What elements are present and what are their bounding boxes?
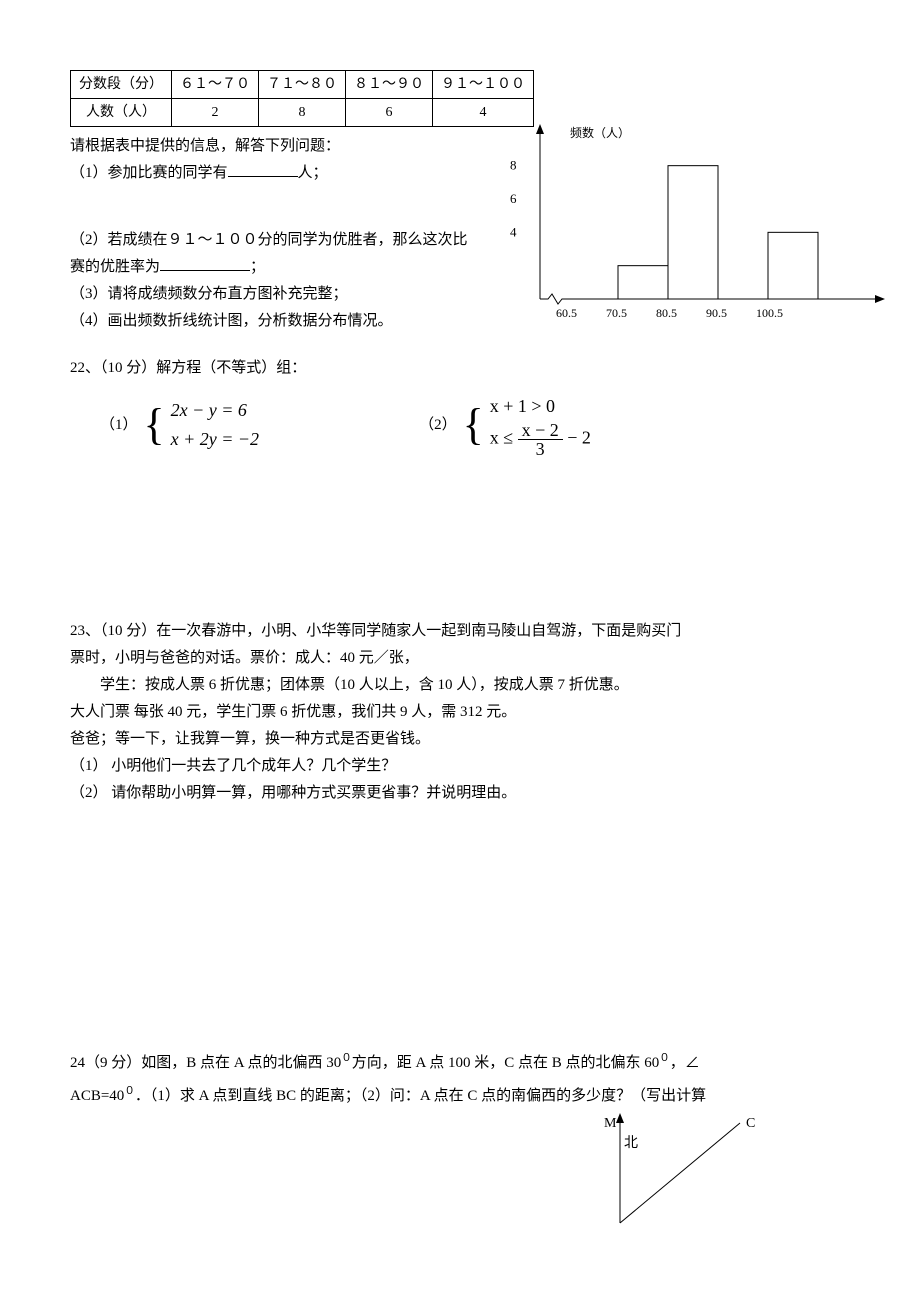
q23-l2: 票时，小明与爸爸的对话。票价：成人：40 元／张， [70, 645, 860, 672]
label-M: M [604, 1116, 617, 1131]
q23-l4: 大人门票 每张 40 元，学生门票 6 折优惠，我们共 9 人，需 312 元。 [70, 699, 860, 726]
q23-l6: （1） 小明他们一共去了几个成年人？几个学生？ [70, 753, 860, 780]
q24-l1a: 24（9 分）如图，B 点在 A 点的北偏西 30 [70, 1055, 341, 1071]
q24-l2a: ACB=40 [70, 1088, 124, 1104]
svg-text:8: 8 [510, 158, 517, 173]
svg-text:100.5: 100.5 [756, 306, 783, 320]
eq2-l2b: − 2 [563, 428, 591, 448]
q21-p1b: 人； [298, 165, 328, 181]
svg-text:70.5: 70.5 [606, 306, 627, 320]
score-table: 分数段（分） ６１～７０ ７１～８０ ８１～９０ ９１～１００ 人数（人） 2 … [70, 70, 534, 127]
histogram-svg: 频数（人） 8 6 4 60.5 70.5 80.5 90.5 100.5 [470, 119, 890, 339]
th-0: 分数段（分） [71, 71, 172, 99]
label-north: 北 [624, 1135, 638, 1151]
q22-title: 22、（10 分）解方程（不等式）组： [70, 355, 860, 382]
frac-den: 3 [518, 440, 563, 458]
th-2: ７１～８０ [259, 71, 346, 99]
svg-text:频数（人）: 频数（人） [570, 125, 630, 140]
q21-intro: 请根据表中提供的信息，解答下列问题： [70, 133, 470, 160]
histogram-chart: 频数（人） 8 6 4 60.5 70.5 80.5 90.5 100.5 [470, 119, 890, 339]
th-3: ８１～９０ [346, 71, 433, 99]
svg-text:60.5: 60.5 [556, 306, 577, 320]
deg2: ０ [659, 1053, 670, 1064]
eq2-line1: x + 1 > 0 [490, 392, 591, 421]
q23-l7: （2） 请你帮助小明算一算，用哪种方式买票更省事？并说明理由。 [70, 780, 860, 807]
q21-p2a: （2）若成绩在９１～１００分的同学为优胜者，那么这次比赛的优胜率为 [70, 232, 468, 275]
frac-num: x − 2 [518, 421, 563, 440]
eq1-line2: x + 2y = −2 [171, 425, 259, 454]
eq2-label: （2） [419, 412, 457, 439]
q21-section: 请根据表中提供的信息，解答下列问题： （1）参加比赛的同学有 人； （2）若成绩在… [70, 133, 860, 335]
svg-text:6: 6 [510, 191, 517, 206]
q23-l1: 23、（10 分）在一次春游中，小明、小华等同学随家人一起到南马陵山自驾游，下面… [70, 618, 860, 645]
blank-1 [228, 161, 298, 177]
q22-equations: （1） { 2x − y = 6 x + 2y = −2 （2） { x + 1… [70, 392, 860, 458]
svg-text:80.5: 80.5 [656, 306, 677, 320]
svg-text:90.5: 90.5 [706, 306, 727, 320]
svg-text:4: 4 [510, 225, 517, 240]
q24-l1b: 方向，距 A 点 100 米，C 点在 B 点的北偏东 60 [352, 1055, 660, 1071]
th-1: ６１～７０ [172, 71, 259, 99]
row-label: 人数（人） [71, 99, 172, 127]
cell-0: 2 [172, 99, 259, 127]
eq1-line1: 2x − y = 6 [171, 396, 259, 425]
q24-l2: ACB=40０．（1）求 A 点到直线 BC 的距离；（2）问：A 点在 C 点… [70, 1080, 860, 1113]
q23-l5: 爸爸；等一下，让我算一算，换一种方式是否更省钱。 [70, 726, 860, 753]
q21-p4: （4）画出频数折线统计图，分析数据分布情况。 [70, 308, 470, 335]
q23-l3: 学生：按成人票 6 折优惠；团体票（10 人以上，含 10 人），按成人票 7 … [70, 672, 860, 699]
eq1-label: （1） [100, 412, 138, 439]
eq2-l2a: x ≤ [490, 428, 518, 448]
deg1: ０ [341, 1053, 352, 1064]
q21-p1a: （1）参加比赛的同学有 [70, 165, 228, 181]
eq2-line2: x ≤ x − 23 − 2 [490, 421, 591, 458]
q21-p2: （2）若成绩在９１～１００分的同学为优胜者，那么这次比赛的优胜率为； [70, 227, 470, 281]
q24-l1: 24（9 分）如图，B 点在 A 点的北偏西 30０方向，距 A 点 100 米… [70, 1047, 860, 1080]
q21-p3: （3）请将成绩频数分布直方图补充完整； [70, 281, 470, 308]
q21-p1: （1）参加比赛的同学有 人； [70, 160, 470, 187]
fraction: x − 23 [518, 421, 563, 458]
q21-p2b: ； [250, 259, 265, 275]
cell-1: 8 [259, 99, 346, 127]
cell-2: 6 [346, 99, 433, 127]
deg3: ０ [124, 1086, 135, 1097]
th-4: ９１～１００ [433, 71, 534, 99]
q24-l1c: ，∠ [670, 1055, 700, 1071]
geometry-figure: M 北 C [560, 1113, 780, 1233]
label-C: C [746, 1116, 755, 1131]
blank-2 [160, 255, 250, 271]
q24-l2b: ．（1）求 A 点到直线 BC 的距离；（2）问：A 点在 C 点的南偏西的多少… [135, 1088, 706, 1104]
